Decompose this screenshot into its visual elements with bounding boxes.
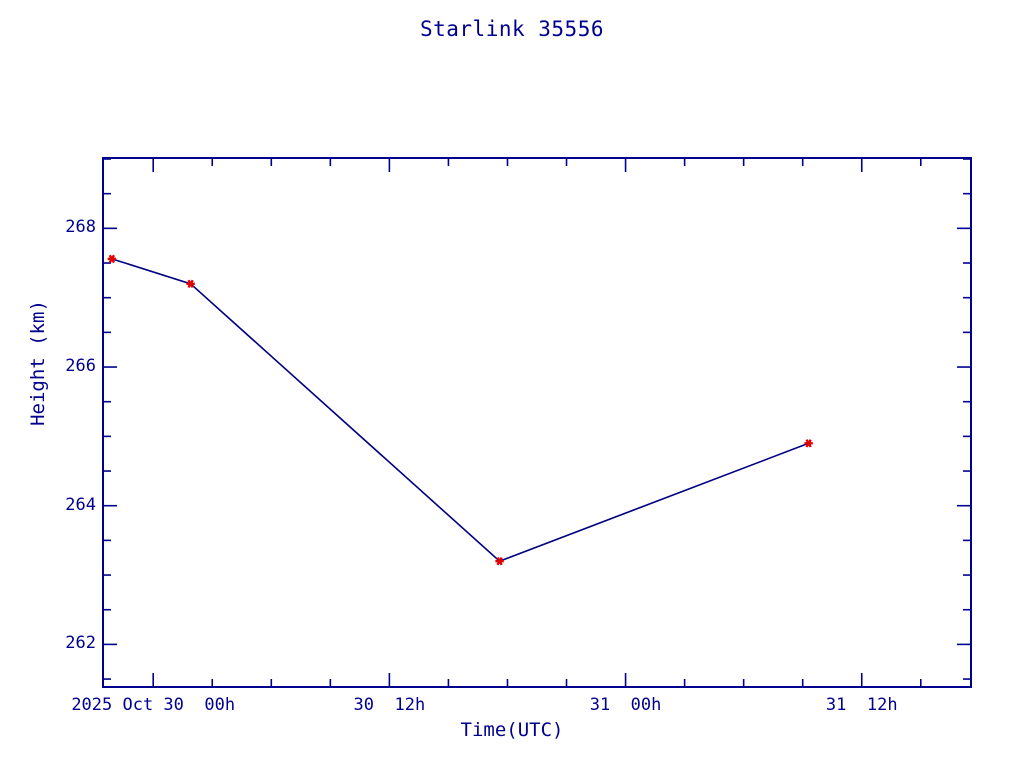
x-tick-label: 30 12h — [353, 695, 426, 715]
y-tick-label: 266 — [65, 356, 96, 377]
data-plot-svg — [104, 159, 970, 686]
x-axis-label: Time(UTC) — [460, 719, 564, 741]
y-tick-label: 264 — [65, 494, 96, 515]
y-tick-label: 268 — [65, 217, 96, 238]
x-tick-label: 31 00h — [589, 695, 662, 715]
y-tick-label: 262 — [65, 633, 96, 654]
data-point-marker — [107, 254, 117, 264]
x-tick-label: 31 12h — [825, 695, 898, 715]
data-point-marker — [804, 439, 813, 448]
x-tick-label: 2025 Oct 30 00h — [71, 695, 236, 715]
height-series-markers — [107, 254, 813, 566]
plot-area — [102, 157, 972, 688]
data-point-marker — [186, 279, 195, 289]
axis-ticks — [104, 159, 970, 686]
page-title: Starlink 35556 — [419, 17, 604, 41]
data-point-marker — [495, 556, 504, 566]
height-series-line — [111, 258, 809, 563]
